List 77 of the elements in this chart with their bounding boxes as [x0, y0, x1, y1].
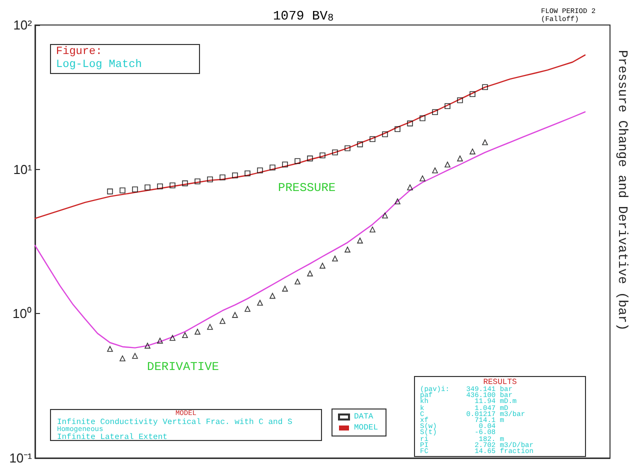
- annotation: Infinite Conductivity Vertical Frac. with C and S: [57, 418, 292, 427]
- annotation: RESULTS: [483, 378, 518, 387]
- point: [357, 141, 363, 148]
- point: [282, 162, 288, 168]
- point: [270, 292, 276, 299]
- point: [307, 156, 313, 162]
- point: [107, 346, 113, 352]
- point: [444, 162, 450, 168]
- point: [107, 188, 113, 194]
- point: [244, 170, 250, 176]
- point: [432, 109, 438, 116]
- legend-label: DATA: [354, 412, 374, 422]
- point: [120, 355, 126, 362]
- point: [482, 84, 488, 90]
- point: [194, 178, 200, 184]
- y-tick-label: 10²: [13, 18, 33, 32]
- point: [170, 334, 176, 341]
- point: [270, 164, 276, 170]
- legend-label: MODEL: [354, 424, 378, 432]
- point: [420, 115, 426, 122]
- point: [220, 318, 226, 324]
- point: [182, 180, 188, 186]
- point: [170, 182, 176, 188]
- point: [394, 198, 400, 204]
- point: [320, 152, 326, 158]
- point: [457, 97, 463, 104]
- point: [120, 187, 126, 194]
- point: [344, 145, 350, 152]
- point: [132, 352, 138, 359]
- point: [382, 131, 388, 138]
- point: [470, 148, 476, 154]
- point: [457, 156, 463, 162]
- point: [132, 186, 138, 192]
- point: [194, 328, 200, 335]
- annotation: PRESSURE: [278, 181, 336, 195]
- point: [370, 136, 376, 142]
- point: [432, 167, 438, 174]
- point: [182, 332, 188, 338]
- point: [144, 342, 150, 349]
- annotation: Infinite Lateral Extent: [57, 433, 168, 442]
- point: [257, 167, 263, 174]
- point: [420, 175, 426, 182]
- point: [232, 312, 238, 318]
- point: [282, 286, 288, 292]
- point: [207, 176, 213, 182]
- annotation: Figure:: [56, 46, 102, 58]
- y-tick-label: 10⁻¹: [9, 450, 33, 466]
- point: [320, 262, 326, 269]
- point: [294, 158, 300, 164]
- point: [332, 256, 338, 262]
- point: [157, 183, 163, 190]
- point: [394, 126, 400, 132]
- point: [370, 226, 376, 232]
- point: [157, 338, 163, 344]
- point: [232, 172, 238, 178]
- point: [244, 306, 250, 312]
- point: [382, 212, 388, 218]
- point: [220, 174, 226, 180]
- y-tick-label: 10¹: [13, 162, 33, 177]
- point: [207, 324, 213, 330]
- point: [407, 184, 413, 190]
- point: [307, 270, 313, 276]
- annotation: Log-Log Match: [56, 59, 142, 71]
- line-series: [34, 111, 586, 348]
- y-axis-title: Pressure Change and Derivative (bar): [615, 50, 630, 331]
- point: [144, 184, 150, 190]
- point: [332, 150, 338, 156]
- point: [407, 120, 413, 126]
- point: [357, 238, 363, 244]
- point: [257, 300, 263, 306]
- point: [482, 139, 488, 146]
- point: [444, 103, 450, 110]
- point: [294, 278, 300, 284]
- point: [470, 91, 476, 98]
- point: [344, 246, 350, 252]
- annotation: DERIVATIVE: [147, 360, 220, 374]
- y-tick-label: 10⁰: [12, 306, 32, 322]
